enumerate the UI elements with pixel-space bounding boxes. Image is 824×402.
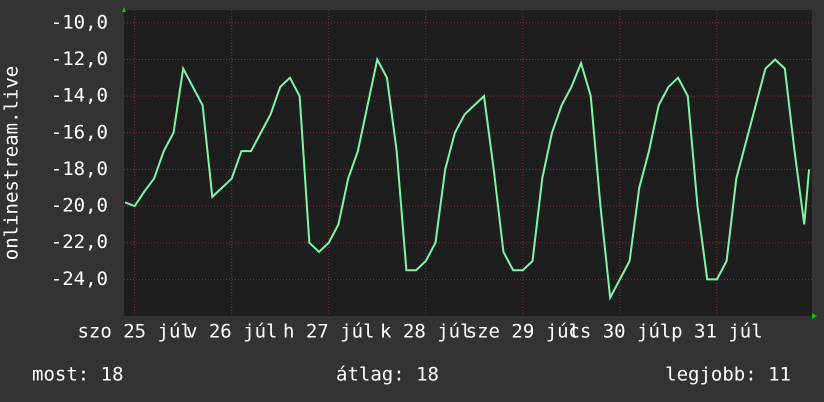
axis-arrow (812, 313, 817, 319)
axis-arrow (122, 7, 126, 12)
plot-area (124, 10, 812, 316)
x-tick-label: k 28 júl (380, 321, 472, 343)
y-tick-label: -22,0 (51, 231, 108, 253)
y-axis-label: onlinestream.live (1, 66, 23, 260)
footer-best: legjobb: 11 (665, 364, 791, 386)
data-line (124, 56, 811, 302)
footer-average: átlag: 18 (336, 364, 439, 386)
y-tick-label: -14,0 (51, 85, 108, 107)
y-tick-label: -24,0 (51, 268, 108, 290)
plot-layer: -10,0 -12,0 -14,0 -16,0 -18,0 -20,0 -22,0 -24,0… (51, 10, 812, 343)
footer-current: most: 18 (32, 364, 124, 386)
y-tick-label: -16,0 (51, 121, 108, 143)
x-tick-label: p 31 júl (671, 321, 763, 343)
x-tick-label: sze 29 júl (466, 321, 580, 343)
x-tick-label: h 27 júl (283, 321, 375, 343)
x-tick-label: szo 25 júl (77, 321, 191, 343)
x-tick-label: cs 30 júl (568, 321, 671, 343)
y-tick-label: -12,0 (51, 48, 108, 70)
y-tick-label: -10,0 (51, 11, 108, 33)
y-tick-label: -20,0 (51, 195, 108, 217)
x-tick-label: v 26 júl (186, 321, 278, 343)
y-tick-label: -18,0 (51, 158, 108, 180)
